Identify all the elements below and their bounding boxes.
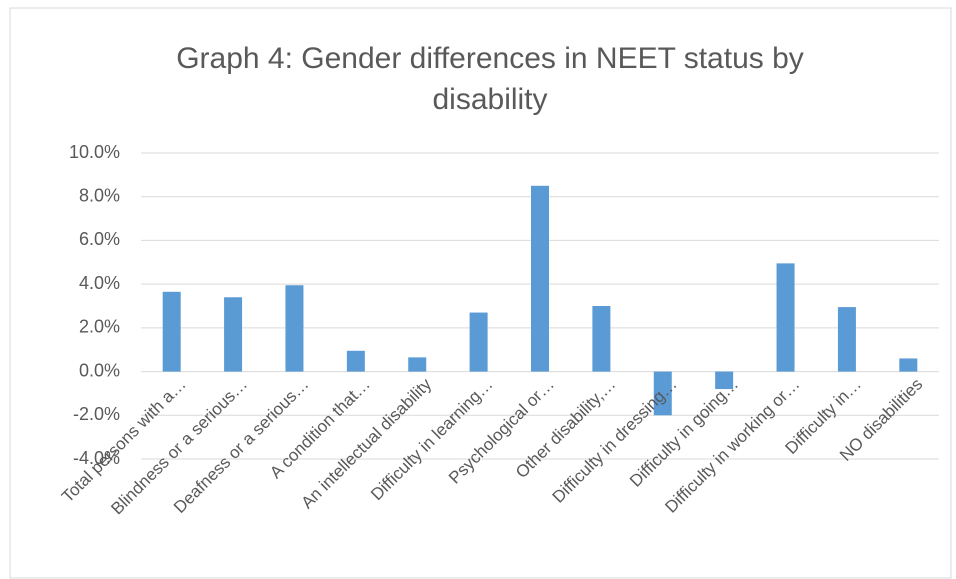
chart-title: disability xyxy=(432,83,547,116)
bar xyxy=(162,291,181,372)
bar xyxy=(224,297,243,372)
y-tick-label: 2.0% xyxy=(79,317,120,337)
bar xyxy=(469,312,488,372)
y-tick-label: -4.0% xyxy=(73,448,120,468)
bar xyxy=(531,185,549,372)
y-tick-label: -2.0% xyxy=(73,404,120,424)
bar xyxy=(776,263,795,372)
y-tick-label: 8.0% xyxy=(79,185,120,205)
chart-title: Graph 4: Gender differences in NEET stat… xyxy=(176,42,804,75)
bar xyxy=(837,307,856,372)
bar xyxy=(715,371,734,390)
bar xyxy=(899,358,918,372)
y-tick-label: 0.0% xyxy=(79,360,120,380)
bar xyxy=(653,371,672,416)
y-tick-label: 6.0% xyxy=(79,229,120,249)
bar xyxy=(592,306,611,372)
bar xyxy=(285,285,304,372)
y-tick-label: 10.0% xyxy=(69,142,120,162)
bar xyxy=(408,357,427,372)
bar xyxy=(346,350,365,372)
y-tick-label: 4.0% xyxy=(79,273,120,293)
